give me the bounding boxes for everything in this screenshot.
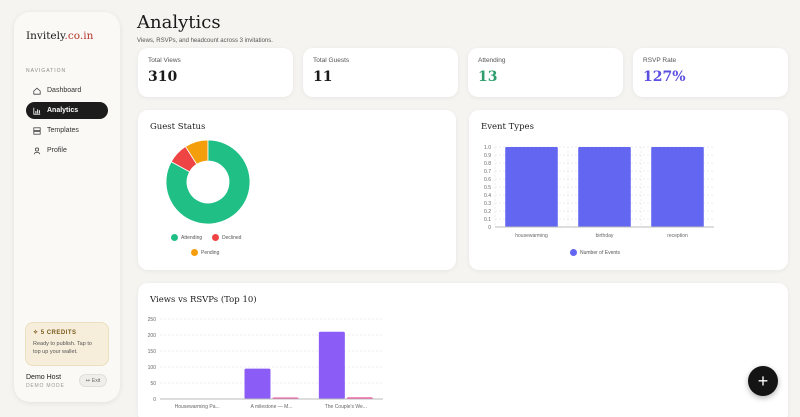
stat-label: Total Guests — [313, 57, 350, 64]
y-tick-label: 50 — [150, 381, 156, 387]
guest-status-donut — [165, 139, 251, 225]
bar-reception — [651, 147, 704, 227]
home-icon — [33, 87, 41, 95]
guest-status-card: Guest Status Attending Declined Pending — [138, 110, 456, 270]
templates-icon — [33, 126, 41, 135]
stat-value: 11 — [313, 69, 333, 85]
x-tick-label: A milestone — M... — [251, 404, 293, 410]
stat-value: 127% — [643, 69, 686, 85]
x-tick-label: housewarming — [515, 233, 548, 239]
bar-series-0 — [318, 331, 345, 399]
credits-description: Ready to publish. Tap to top up your wal… — [33, 341, 92, 355]
y-tick-label: 0 — [488, 225, 491, 231]
bar-series-0 — [244, 368, 271, 399]
card-title: Views vs RSVPs (Top 10) — [150, 295, 257, 305]
stat-label: RSVP Rate — [643, 57, 677, 64]
y-tick-label: 0.2 — [484, 209, 491, 215]
stat-value: 13 — [478, 69, 498, 85]
y-tick-label: 1.0 — [484, 145, 491, 151]
credits-title: 5 CREDITS — [40, 330, 77, 336]
views-vs-rsvps-chart: 0 50 100 150 200 250 Housewarming Pa... A miles… — [148, 317, 383, 410]
y-tick-label: 150 — [148, 349, 157, 355]
x-tick-label: Housewarming Pa... — [175, 404, 220, 410]
views-vs-rsvps-card: Views vs RSVPs (Top 10) 0 50 100 150 200 250 H… — [138, 283, 788, 417]
y-tick-label: 0.5 — [484, 185, 491, 191]
sidebar-item-label: Analytics — [47, 107, 79, 114]
stat-label: Attending — [478, 57, 506, 64]
sidebar-item-label: Profile — [47, 147, 67, 154]
sidebar-item-label: Templates — [47, 127, 79, 134]
sidebar-item-profile[interactable]: Profile — [26, 142, 108, 159]
card-title: Event Types — [481, 122, 534, 132]
sidebar-item-analytics[interactable]: Analytics — [26, 102, 108, 119]
donut-slice-attending — [165, 139, 251, 225]
page-subtitle: Views, RSVPs, and headcount across 3 inv… — [137, 38, 273, 44]
user-icon — [33, 147, 41, 154]
y-tick-label: 0.4 — [484, 193, 491, 199]
sidebar: Invitely.co.in NAVIGATION Dashboard Anal… — [14, 12, 120, 402]
stat-card-rsvp-rate: RSVP Rate 127% — [633, 48, 788, 97]
x-tick-label: The Couple's We... — [325, 404, 367, 410]
stat-card-total-guests: Total Guests 11 — [303, 48, 458, 97]
stat-value: 310 — [148, 69, 178, 85]
x-tick-label: birthday — [596, 233, 614, 239]
host-mode: DEMO MODE — [26, 383, 65, 389]
stat-card-total-views: Total Views 310 — [138, 48, 293, 97]
plus-icon: + — [757, 370, 769, 391]
event-types-chart: 0 0.1 0.2 0.3 0.4 0.5 0.6 0.7 0.8 0.9 1.0 housewarm… — [484, 145, 714, 239]
y-tick-label: 0.7 — [484, 169, 491, 175]
legend-number-of-events[interactable]: Number of Events — [570, 249, 620, 256]
y-tick-label: 0.9 — [484, 153, 491, 159]
y-tick-label: 0 — [153, 397, 156, 403]
sidebar-item-label: Dashboard — [47, 87, 82, 94]
y-tick-label: 0.1 — [484, 217, 491, 223]
sparkle-icon: ✧ — [33, 330, 41, 336]
sidebar-item-templates[interactable]: Templates — [26, 122, 108, 139]
logo[interactable]: Invitely.co.in — [26, 30, 94, 42]
exit-icon: ↦ — [85, 377, 90, 384]
host-name: Demo Host — [26, 374, 62, 381]
bar-housewarming — [505, 147, 558, 227]
stat-card-attending: Attending 13 — [468, 48, 623, 97]
y-tick-label: 0.3 — [484, 201, 491, 207]
legend-declined[interactable]: Declined — [212, 234, 241, 241]
exit-button[interactable]: ↦ Exit — [79, 374, 107, 387]
y-tick-label: 0.8 — [484, 161, 491, 167]
event-types-card: Event Types 0 0.1 0.2 0.3 0.4 0.5 0.6 0.7 0.8 0.9… — [469, 110, 788, 270]
legend-pending[interactable]: Pending — [191, 249, 219, 256]
y-tick-label: 0.6 — [484, 177, 491, 183]
bar-birthday — [578, 147, 631, 227]
chart-icon — [33, 107, 41, 115]
y-tick-label: 100 — [148, 365, 157, 371]
x-tick-label: reception — [667, 233, 688, 239]
stat-label: Total Views — [148, 57, 181, 64]
credits-card[interactable]: ✧ 5 CREDITS Ready to publish. Tap to top… — [25, 322, 109, 366]
y-tick-label: 250 — [148, 317, 157, 323]
y-tick-label: 200 — [148, 333, 157, 339]
card-title: Guest Status — [150, 122, 206, 132]
add-invitation-button[interactable]: + — [748, 366, 778, 396]
legend-attending[interactable]: Attending — [171, 234, 202, 241]
page-title: Analytics — [137, 12, 221, 33]
sidebar-item-dashboard[interactable]: Dashboard — [26, 82, 108, 99]
nav-heading: NAVIGATION — [26, 68, 67, 74]
